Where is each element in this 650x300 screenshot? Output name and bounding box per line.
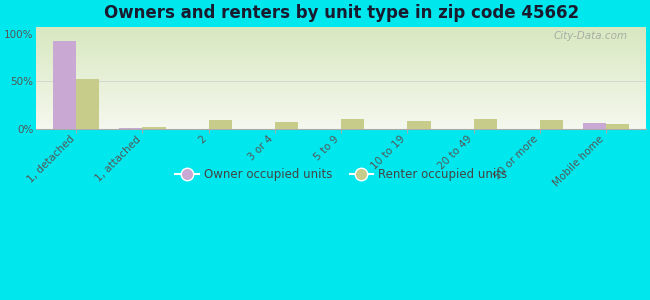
Text: City-Data.com: City-Data.com bbox=[553, 31, 627, 40]
Bar bbox=[540, 120, 563, 128]
Bar bbox=[474, 119, 497, 128]
Title: Owners and renters by unit type in zip code 45662: Owners and renters by unit type in zip c… bbox=[103, 4, 578, 22]
Bar bbox=[53, 41, 76, 128]
Bar bbox=[408, 121, 430, 128]
Bar bbox=[341, 119, 364, 128]
Legend: Owner occupied units, Renter occupied units: Owner occupied units, Renter occupied un… bbox=[170, 164, 512, 186]
Bar bbox=[76, 80, 99, 128]
Bar bbox=[583, 123, 606, 128]
Bar bbox=[606, 124, 629, 128]
Bar bbox=[209, 120, 232, 128]
Bar bbox=[275, 122, 298, 128]
Bar bbox=[142, 127, 166, 128]
